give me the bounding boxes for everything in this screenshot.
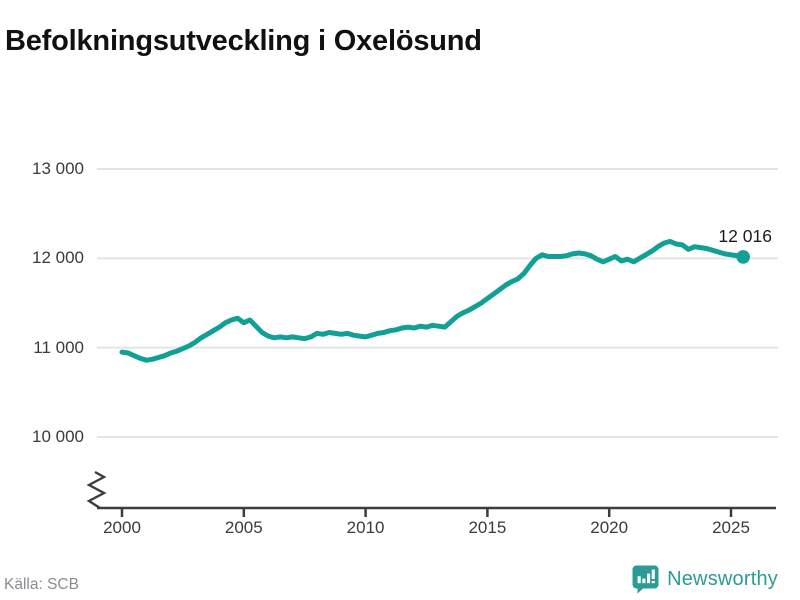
axis-break-icon (86, 470, 107, 510)
x-axis-tick-label: 2005 (224, 518, 263, 537)
newsworthy-logo: Newsworthy (632, 564, 778, 594)
y-axis-tick-label: 11 000 (33, 337, 84, 357)
y-axis-tick-label: 10 000 (32, 426, 84, 446)
x-axis-tick-label: 2010 (346, 518, 385, 537)
newsworthy-wordmark: Newsworthy (667, 567, 778, 590)
newsworthy-bubble-icon (632, 565, 659, 593)
page-title: Befolkningsutveckling i Oxelösund (5, 25, 482, 58)
source-caption: Källa: SCB (4, 576, 79, 593)
x-axis-tick-label: 2000 (103, 518, 141, 537)
x-axis-tick-label: 2020 (590, 518, 629, 537)
x-axis-tick-label: 2025 (712, 518, 750, 537)
y-axis-tick-label: 12 000 (32, 248, 84, 268)
latest-value-label: 12 016 (718, 225, 772, 246)
y-axis-tick-label: 13 000 (32, 159, 84, 178)
latest-point-marker (736, 250, 750, 264)
population-line (119, 238, 746, 363)
x-axis-tick-label: 2015 (468, 518, 507, 537)
